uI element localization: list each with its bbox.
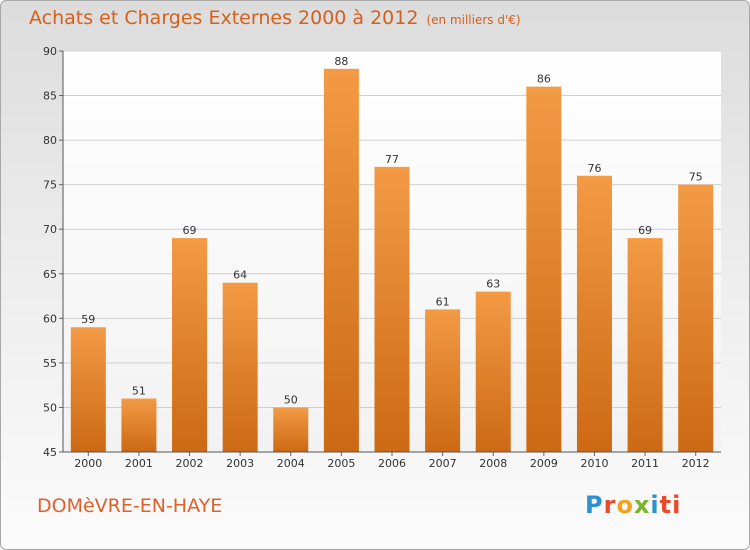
bar-value-label: 76: [587, 162, 601, 175]
bars: [70, 68, 714, 453]
bar: [121, 398, 157, 452]
x-tick-label: 2000: [74, 457, 102, 470]
bar: [475, 291, 511, 452]
bar: [172, 238, 208, 452]
bar-value-label: 63: [486, 278, 500, 291]
commune-name: DOMèVRE-EN-HAYE: [37, 495, 223, 517]
logo-letter: i: [650, 491, 660, 519]
bar-value-label: 77: [385, 153, 399, 166]
y-tick-label: 65: [43, 268, 57, 281]
axes: [59, 50, 721, 456]
labels: 45 50 55 60 65 70 75 80 85 90 59 2000 51 2001 69 2002 64…: [43, 45, 710, 470]
logo-letter: o: [616, 491, 634, 519]
y-tick-label: 60: [43, 312, 57, 325]
logo-letter: x: [633, 491, 651, 519]
y-tick-label: 50: [43, 401, 57, 414]
x-tick-label: 2005: [327, 457, 355, 470]
bar-value-label: 69: [183, 224, 197, 237]
x-tick-label: 2009: [530, 457, 558, 470]
x-tick-label: 2010: [580, 457, 608, 470]
bar: [425, 309, 461, 452]
logo-letter: P: [585, 491, 604, 519]
chart-unit: (en milliers d'€): [426, 13, 521, 27]
bar-value-label: 61: [436, 295, 450, 308]
y-tick-label: 70: [43, 223, 57, 236]
bar: [273, 407, 309, 452]
x-tick-label: 2011: [631, 457, 659, 470]
bar-value-label: 88: [334, 55, 348, 68]
bar-value-label: 59: [81, 313, 95, 326]
chart-title: Achats et Charges Externes 2000 à 2012 (e…: [29, 7, 521, 29]
proxiti-logo: Proxiti: [585, 491, 681, 519]
x-tick-label: 2004: [277, 457, 305, 470]
logo-letter: i: [672, 491, 682, 519]
y-tick-label: 55: [43, 357, 57, 370]
bar: [374, 166, 410, 452]
x-tick-label: 2001: [125, 457, 153, 470]
bar-value-label: 86: [537, 73, 551, 86]
y-tick-label: 90: [43, 45, 57, 58]
x-tick-label: 2003: [226, 457, 254, 470]
logo-letter: r: [603, 491, 617, 519]
bar-value-label: 50: [284, 393, 298, 406]
bar: [678, 184, 714, 452]
bar: [323, 68, 359, 453]
x-tick-label: 2012: [682, 457, 710, 470]
bar: [576, 175, 612, 452]
bar-value-label: 51: [132, 385, 146, 398]
bar-value-label: 75: [689, 171, 703, 184]
y-tick-label: 85: [43, 90, 57, 103]
bar-value-label: 69: [638, 224, 652, 237]
y-tick-label: 75: [43, 179, 57, 192]
x-tick-label: 2002: [176, 457, 204, 470]
y-tick-label: 80: [43, 134, 57, 147]
bar-value-label: 64: [233, 269, 247, 282]
logo-letter: t: [659, 491, 673, 519]
chart-title-text: Achats et Charges Externes 2000 à 2012: [29, 7, 419, 29]
bar: [70, 327, 106, 452]
x-tick-label: 2008: [479, 457, 507, 470]
bar: [526, 86, 562, 453]
bar: [222, 282, 258, 452]
bar: [627, 238, 663, 452]
x-tick-label: 2007: [429, 457, 457, 470]
x-tick-label: 2006: [378, 457, 406, 470]
y-tick-label: 45: [43, 446, 57, 459]
